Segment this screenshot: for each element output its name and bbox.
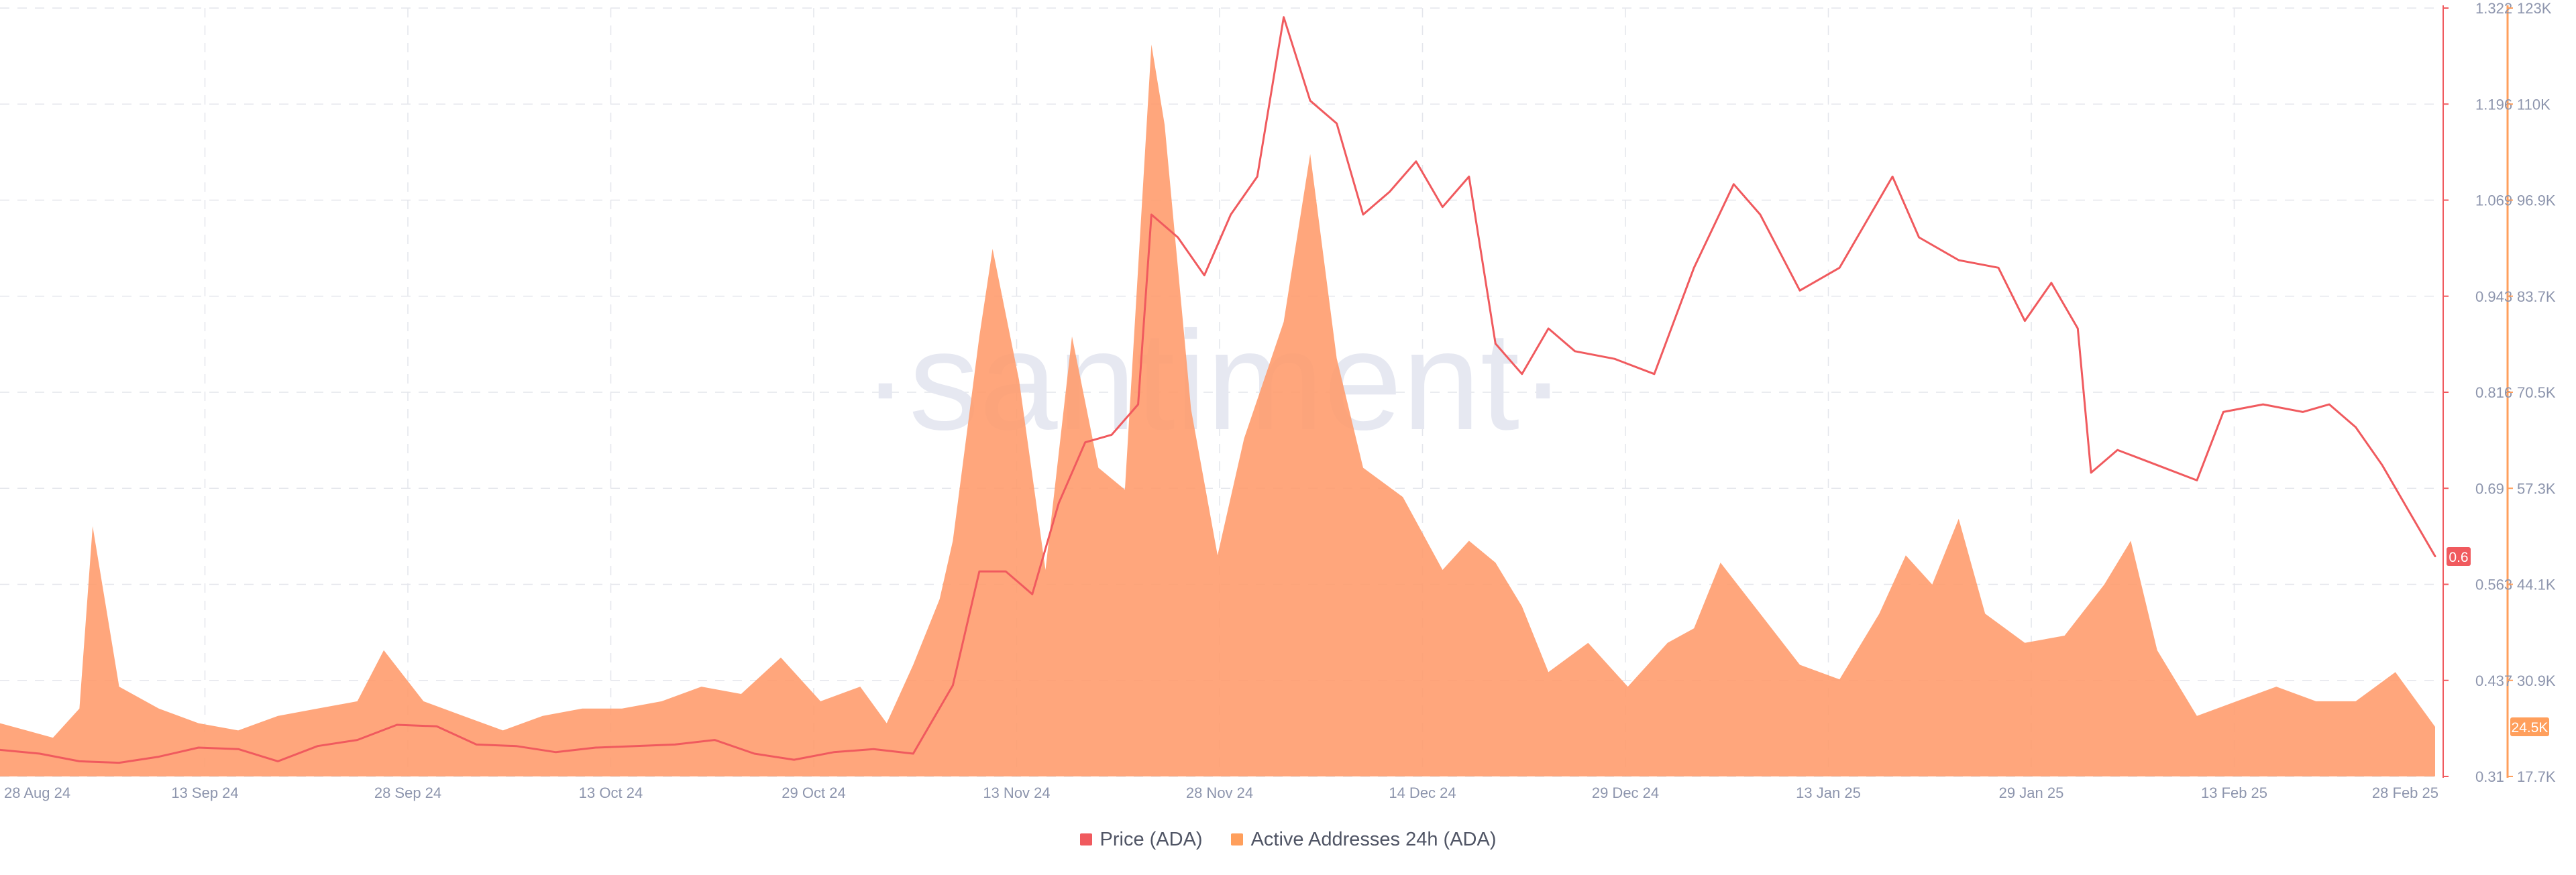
legend-price-label: Price (ADA) <box>1099 828 1203 850</box>
price-current-value-label: 0.6 <box>2449 550 2468 565</box>
price-tick-label: 1.196 <box>2475 96 2512 113</box>
x-tick-label: 13 Feb 25 <box>2201 784 2267 801</box>
legend-item-active-addresses[interactable]: Active Addresses 24h (ADA) <box>1230 828 1497 851</box>
addresses-tick-label: 57.3K <box>2517 480 2556 497</box>
price-tick-label: 1.069 <box>2475 192 2512 209</box>
legend-addresses-label: Active Addresses 24h (ADA) <box>1250 828 1497 850</box>
price-tick-label: 0.563 <box>2475 577 2512 593</box>
x-tick-label: 13 Oct 24 <box>579 784 643 801</box>
price-series <box>0 16 2436 764</box>
price-tick-label: 0.69 <box>2475 480 2504 497</box>
x-tick-label: 28 Aug 24 <box>4 784 70 801</box>
x-tick-label: 14 Dec 24 <box>1389 784 1456 801</box>
x-tick-label: 29 Jan 25 <box>1999 784 2064 801</box>
legend-price-swatch <box>1079 833 1092 845</box>
x-tick-label: 29 Oct 24 <box>782 784 845 801</box>
addresses-tick-label: 30.9K <box>2517 673 2556 689</box>
x-tick-label: 13 Sep 24 <box>171 784 238 801</box>
legend-item-price[interactable]: Price (ADA) <box>1079 828 1203 851</box>
price-tick-label: 0.943 <box>2475 288 2512 305</box>
active-addresses-area <box>0 44 2435 776</box>
price-tick-label: 1.322 <box>2475 0 2512 17</box>
addresses-tick-label: 70.5K <box>2517 384 2556 401</box>
price-y-axis-ticks: 1.322 1.196 1.069 0.943 0.816 0.69 0.563 0.437 0… <box>2443 0 2512 785</box>
x-tick-label: 28 Sep 24 <box>374 784 441 801</box>
x-axis-ticks: 28 Aug 24 13 Sep 24 28 Sep 24 13 Oct 24 29 O… <box>4 784 2438 801</box>
current-value-markers: 0.6 24.5K <box>2447 547 2549 736</box>
x-tick-label: 13 Jan 25 <box>1796 784 1861 801</box>
addresses-tick-label: 44.1K <box>2517 577 2556 593</box>
price-current-value-badge <box>2447 547 2471 566</box>
axes-layer: 1.3221.1961.0690.9430.8160.690.5630.4370… <box>4 0 2556 801</box>
x-tick-label: 29 Dec 24 <box>1592 784 1659 801</box>
x-tick-label: 13 Nov 24 <box>983 784 1050 801</box>
price-tick-label: 0.31 <box>2475 768 2504 785</box>
legend-addresses-swatch <box>1230 833 1243 845</box>
price-tick-label: 0.437 <box>2475 673 2512 689</box>
addresses-tick-label: 96.9K <box>2517 192 2556 209</box>
addresses-y-axis-ticks: 123K 110K 96.9K 83.7K 70.5K 57.3K 44.1K 30.9K 17… <box>2508 0 2556 785</box>
price-line <box>0 16 2436 764</box>
addresses-current-value-label: 24.5K <box>2512 720 2548 736</box>
addresses-tick-label: 17.7K <box>2517 768 2556 785</box>
addresses-tick-label: 123K <box>2517 0 2552 17</box>
price-tick-label: 0.816 <box>2475 384 2512 401</box>
addresses-current-value-badge <box>2510 717 2549 736</box>
active-addresses-series <box>0 44 2435 776</box>
x-tick-label: 28 Feb 25 <box>2372 784 2438 801</box>
x-tick-label: 28 Nov 24 <box>1186 784 1253 801</box>
chart-legend: Price (ADA) Active Addresses 24h (ADA) <box>0 823 2576 856</box>
addresses-tick-label: 110K <box>2517 96 2551 113</box>
addresses-tick-label: 83.7K <box>2517 288 2556 305</box>
